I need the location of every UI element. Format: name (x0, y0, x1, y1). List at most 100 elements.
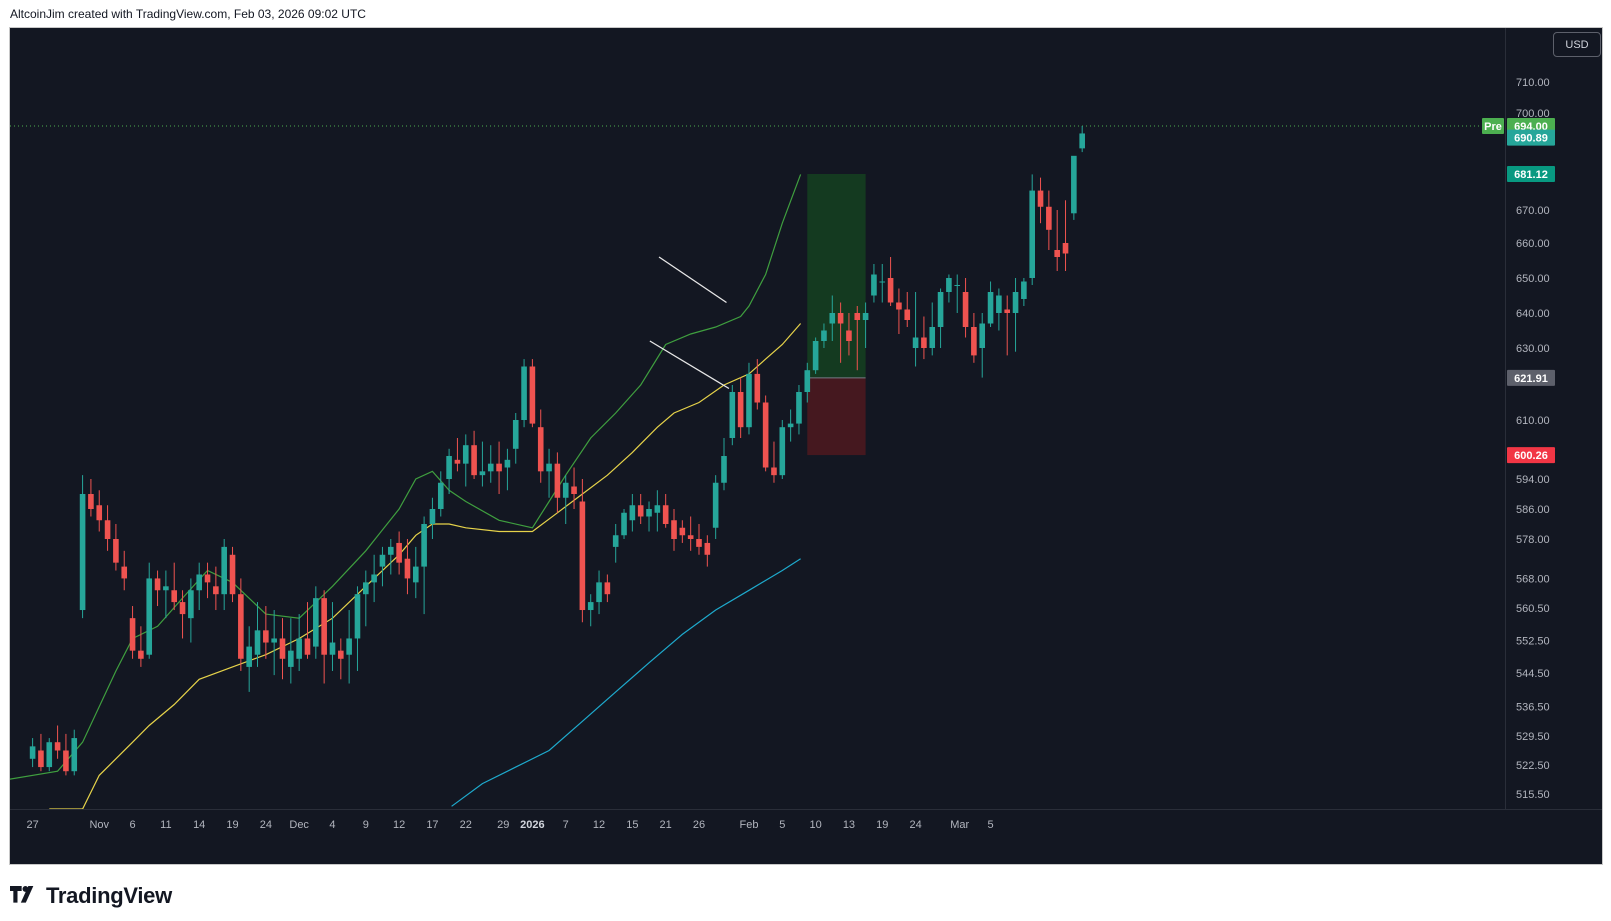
candle-body (163, 586, 169, 591)
y-tick-label: 610.00 (1516, 415, 1550, 427)
candle-body (737, 392, 744, 428)
candle-body (662, 505, 669, 524)
y-tick-label: 552.50 (1516, 636, 1550, 648)
x-tick-label: 26 (693, 819, 705, 831)
position-zones[interactable] (10, 125, 1506, 456)
candle (871, 264, 877, 303)
candle (1029, 174, 1035, 285)
candle-body (313, 598, 319, 647)
candle-body (238, 594, 244, 659)
chart-attribution: AltcoinJim created with TradingView.com,… (10, 7, 366, 21)
candle (796, 385, 802, 435)
candle-body (462, 445, 469, 464)
candle (554, 452, 561, 513)
candle (279, 618, 286, 680)
candle (188, 578, 194, 643)
last-price-tag-bg (1507, 129, 1555, 146)
candle (346, 610, 352, 684)
candle-body (846, 330, 852, 341)
candle-body (288, 650, 294, 667)
ma-fast-line (10, 174, 802, 780)
x-tick-label: 15 (626, 819, 638, 831)
candle-body (496, 463, 502, 472)
candle-body (1021, 281, 1027, 299)
candle (562, 475, 569, 524)
drawn-channel[interactable] (649, 256, 730, 390)
candle-body (188, 590, 194, 619)
candle (363, 570, 369, 627)
candle-body (29, 746, 36, 759)
candle-body (429, 509, 436, 524)
candle-body (88, 494, 94, 509)
tradingview-logo: TradingView (10, 880, 172, 912)
candle (1071, 155, 1077, 220)
candle-body (1046, 206, 1052, 230)
candle-body (38, 750, 44, 768)
candle-body (471, 445, 477, 476)
candle-body (321, 598, 327, 655)
candle (612, 524, 619, 563)
candle (829, 295, 836, 341)
candle-body (787, 423, 794, 428)
candle (104, 505, 111, 551)
candle-body (179, 602, 186, 615)
candle-body (604, 582, 611, 595)
candle (696, 524, 702, 555)
candle-body (996, 295, 1002, 313)
candle-body (363, 582, 369, 595)
candle (338, 638, 344, 680)
candle-body (562, 482, 569, 498)
candle (921, 316, 927, 360)
candle (812, 337, 819, 374)
candle (154, 570, 161, 607)
x-tick-label: 12 (593, 819, 605, 831)
x-tick-label: 10 (809, 819, 821, 831)
candle (254, 602, 261, 667)
candle (596, 570, 602, 615)
candle (579, 479, 586, 623)
candle-body (754, 373, 761, 403)
candle-body (712, 482, 719, 528)
x-tick-label: 5 (779, 819, 785, 831)
candle-body (154, 578, 161, 591)
candle-body (354, 594, 361, 639)
candle-body (629, 505, 636, 521)
candle-body (696, 539, 702, 547)
candle (471, 430, 477, 479)
candle-body (637, 505, 644, 517)
candle (396, 531, 402, 575)
candle (671, 509, 677, 551)
candle (1046, 190, 1052, 250)
candle-body (171, 590, 178, 603)
channel-upper-line (658, 256, 727, 304)
candle (837, 302, 844, 363)
time-axis (10, 810, 1602, 864)
candle-body (304, 638, 311, 655)
candle (354, 586, 361, 671)
entry-price-tag: 621.91 (1514, 373, 1548, 385)
price-chart[interactable]: 710.00 700.00 670.00 660.00 650.00 640.00 630.… (10, 28, 1602, 864)
currency-button[interactable]: USD (1553, 32, 1601, 57)
last-price-tag: 690.89 (1514, 133, 1548, 145)
candle-body (1012, 292, 1019, 313)
candle-body (646, 509, 652, 517)
premarket-label-bg (1482, 118, 1504, 134)
candle-body (854, 313, 861, 320)
candle (712, 475, 719, 539)
x-tick-label: 21 (660, 819, 672, 831)
candle (587, 594, 594, 627)
candle (704, 535, 711, 567)
candle (462, 434, 469, 487)
candle-body (954, 285, 961, 286)
candle-body (862, 313, 869, 320)
y-tick-label: 515.50 (1516, 789, 1550, 801)
candle (79, 475, 86, 619)
candle-body (138, 650, 144, 659)
candle (263, 606, 269, 659)
candle-body (829, 313, 836, 324)
x-tick-label: 17 (426, 819, 438, 831)
candle-body (921, 337, 927, 348)
candle-body (512, 420, 519, 449)
candle (629, 494, 636, 532)
candle (146, 562, 153, 659)
